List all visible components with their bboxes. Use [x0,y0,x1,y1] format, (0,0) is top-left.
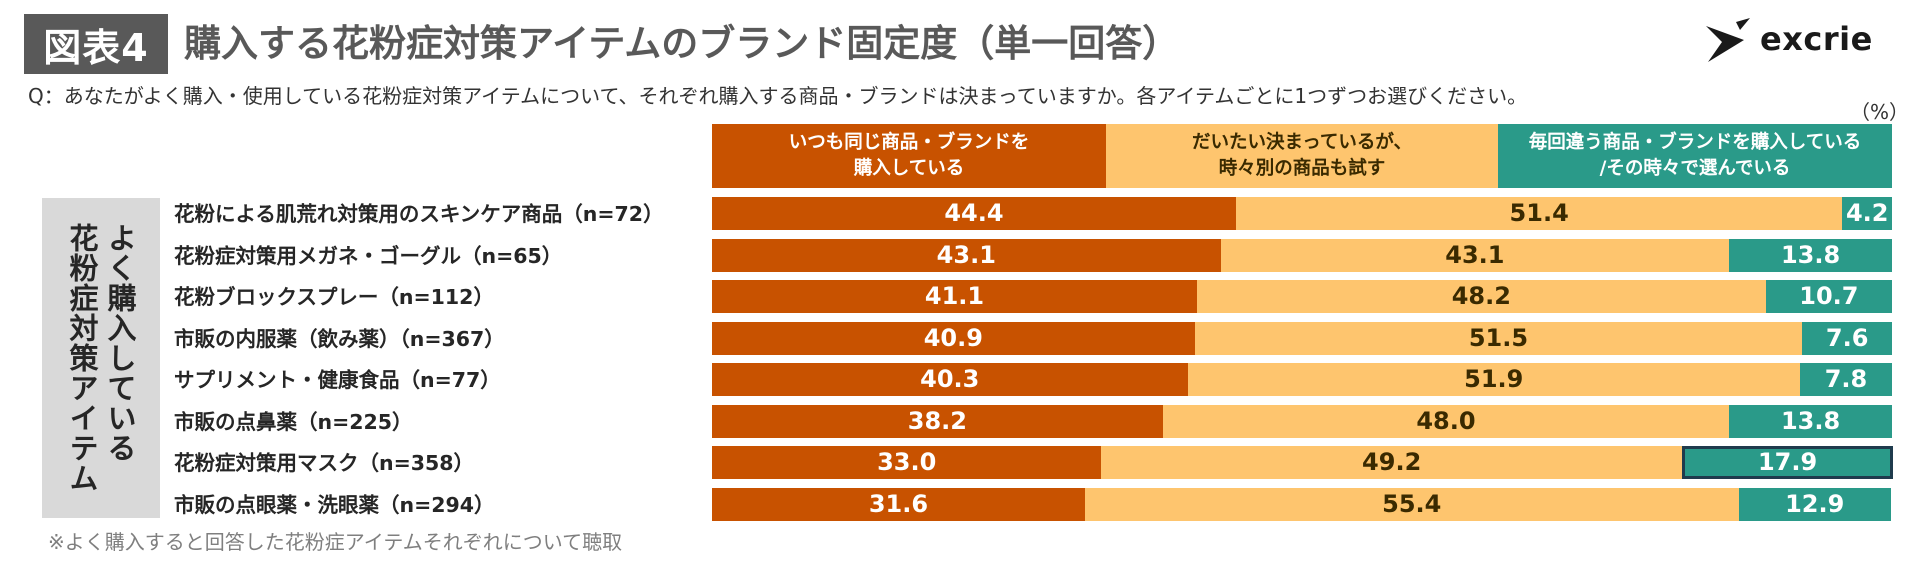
data-label: 13.8 [1780,407,1841,435]
bar-segment-varies [1842,197,1892,230]
category-label: サプリメント・健康食品（n=77） [174,368,501,392]
bar-segment-mostly-fixed [1194,322,1803,355]
data-label: 33.0 [877,448,937,476]
bar-segment-mostly-fixed [1235,197,1843,230]
bar-segment-mostly-fixed [1084,488,1739,521]
category-label: 市販の点眼薬・洗眼薬（n=294） [174,493,495,517]
bar-segment-mostly-fixed [1187,363,1800,396]
data-label: 43.1 [1445,241,1505,269]
figure-badge: 図表4 [24,14,168,74]
group-label: よく購入している 花粉症対策アイテム [65,223,137,493]
category-label: 市販の点鼻薬（n=225） [174,410,413,434]
data-label: 40.9 [923,324,983,352]
bar-segment-always-same [712,446,1102,479]
bar-segment-varies [1802,322,1892,355]
data-label: 12.9 [1785,490,1845,518]
brand-logo: excrie [1700,16,1900,72]
bar-segment-varies [1765,280,1892,313]
data-label: 51.9 [1464,365,1524,393]
data-label: 48.0 [1416,407,1476,435]
data-label: 44.4 [944,199,1004,227]
data-label: 51.5 [1468,324,1529,352]
data-label: 51.4 [1509,199,1569,227]
category-label: 花粉症対策用マスク（n=358） [174,451,475,475]
bar-segment-varies [1681,446,1894,479]
data-label: 17.9 [1757,448,1818,476]
data-label: 49.2 [1362,448,1422,476]
brand-name: excrie [1760,20,1873,58]
bar-segment-varies [1729,405,1892,438]
unit-label: （%） [1850,100,1910,124]
bar-segment-always-same [712,239,1221,272]
bar-segment-always-same [712,488,1085,521]
bar-segment-mostly-fixed [1220,239,1730,272]
data-label: 13.8 [1780,241,1841,269]
data-label: 10.7 [1799,282,1859,310]
legend-header-varies: 毎回違う商品・ブランドを購入している /その時々で選んでいる [1498,124,1892,188]
bar-segment-always-same [712,363,1188,396]
data-label: 41.1 [924,282,985,310]
bar-segment-always-same [712,322,1195,355]
data-label: 38.2 [907,407,967,435]
bar-segment-always-same [712,280,1197,313]
data-label: 31.6 [868,490,929,518]
brand-mark-icon [1706,18,1750,62]
bar-segment-mostly-fixed [1101,446,1682,479]
data-label: 55.4 [1382,490,1442,518]
question-text: Q：あなたがよく購入・使用している花粉症対策アイテムについて、それぞれ購入する商… [28,84,1528,108]
bar-segment-varies [1799,363,1892,396]
legend-header-mostly-fixed: だいたい決まっているが、 時々別の商品も試す [1106,124,1498,188]
bar-segment-mostly-fixed [1162,405,1730,438]
category-label: 花粉ブロックスプレー（n=112） [174,285,494,309]
legend-header-always-same: いつも同じ商品・ブランドを 購入している [712,124,1106,188]
bar-segment-always-same [712,405,1163,438]
data-label: 7.8 [1824,365,1868,393]
data-label: 4.2 [1845,199,1889,227]
data-label: 40.3 [920,365,980,393]
chart-title: 購入する花粉症対策アイテムのブランド固定度（単一回答） [184,22,1180,65]
data-label: 48.2 [1451,282,1511,310]
group-label-box: よく購入している 花粉症対策アイテム [42,198,160,518]
bar-segment-varies [1729,239,1892,272]
category-label: 市販の内服薬（飲み薬）（n=367） [174,327,505,351]
bar-segment-varies [1738,488,1891,521]
category-label: 花粉症対策用メガネ・ゴーグル（n=65） [174,244,563,268]
bar-segment-always-same [712,197,1236,230]
footnote: ※よく購入すると回答した花粉症アイテムそれぞれについて聴取 [48,530,623,554]
category-label: 花粉による肌荒れ対策用のスキンケア商品（n=72） [174,202,664,226]
data-label: 7.6 [1825,324,1869,352]
data-label: 43.1 [936,241,996,269]
bar-segment-mostly-fixed [1196,280,1766,313]
